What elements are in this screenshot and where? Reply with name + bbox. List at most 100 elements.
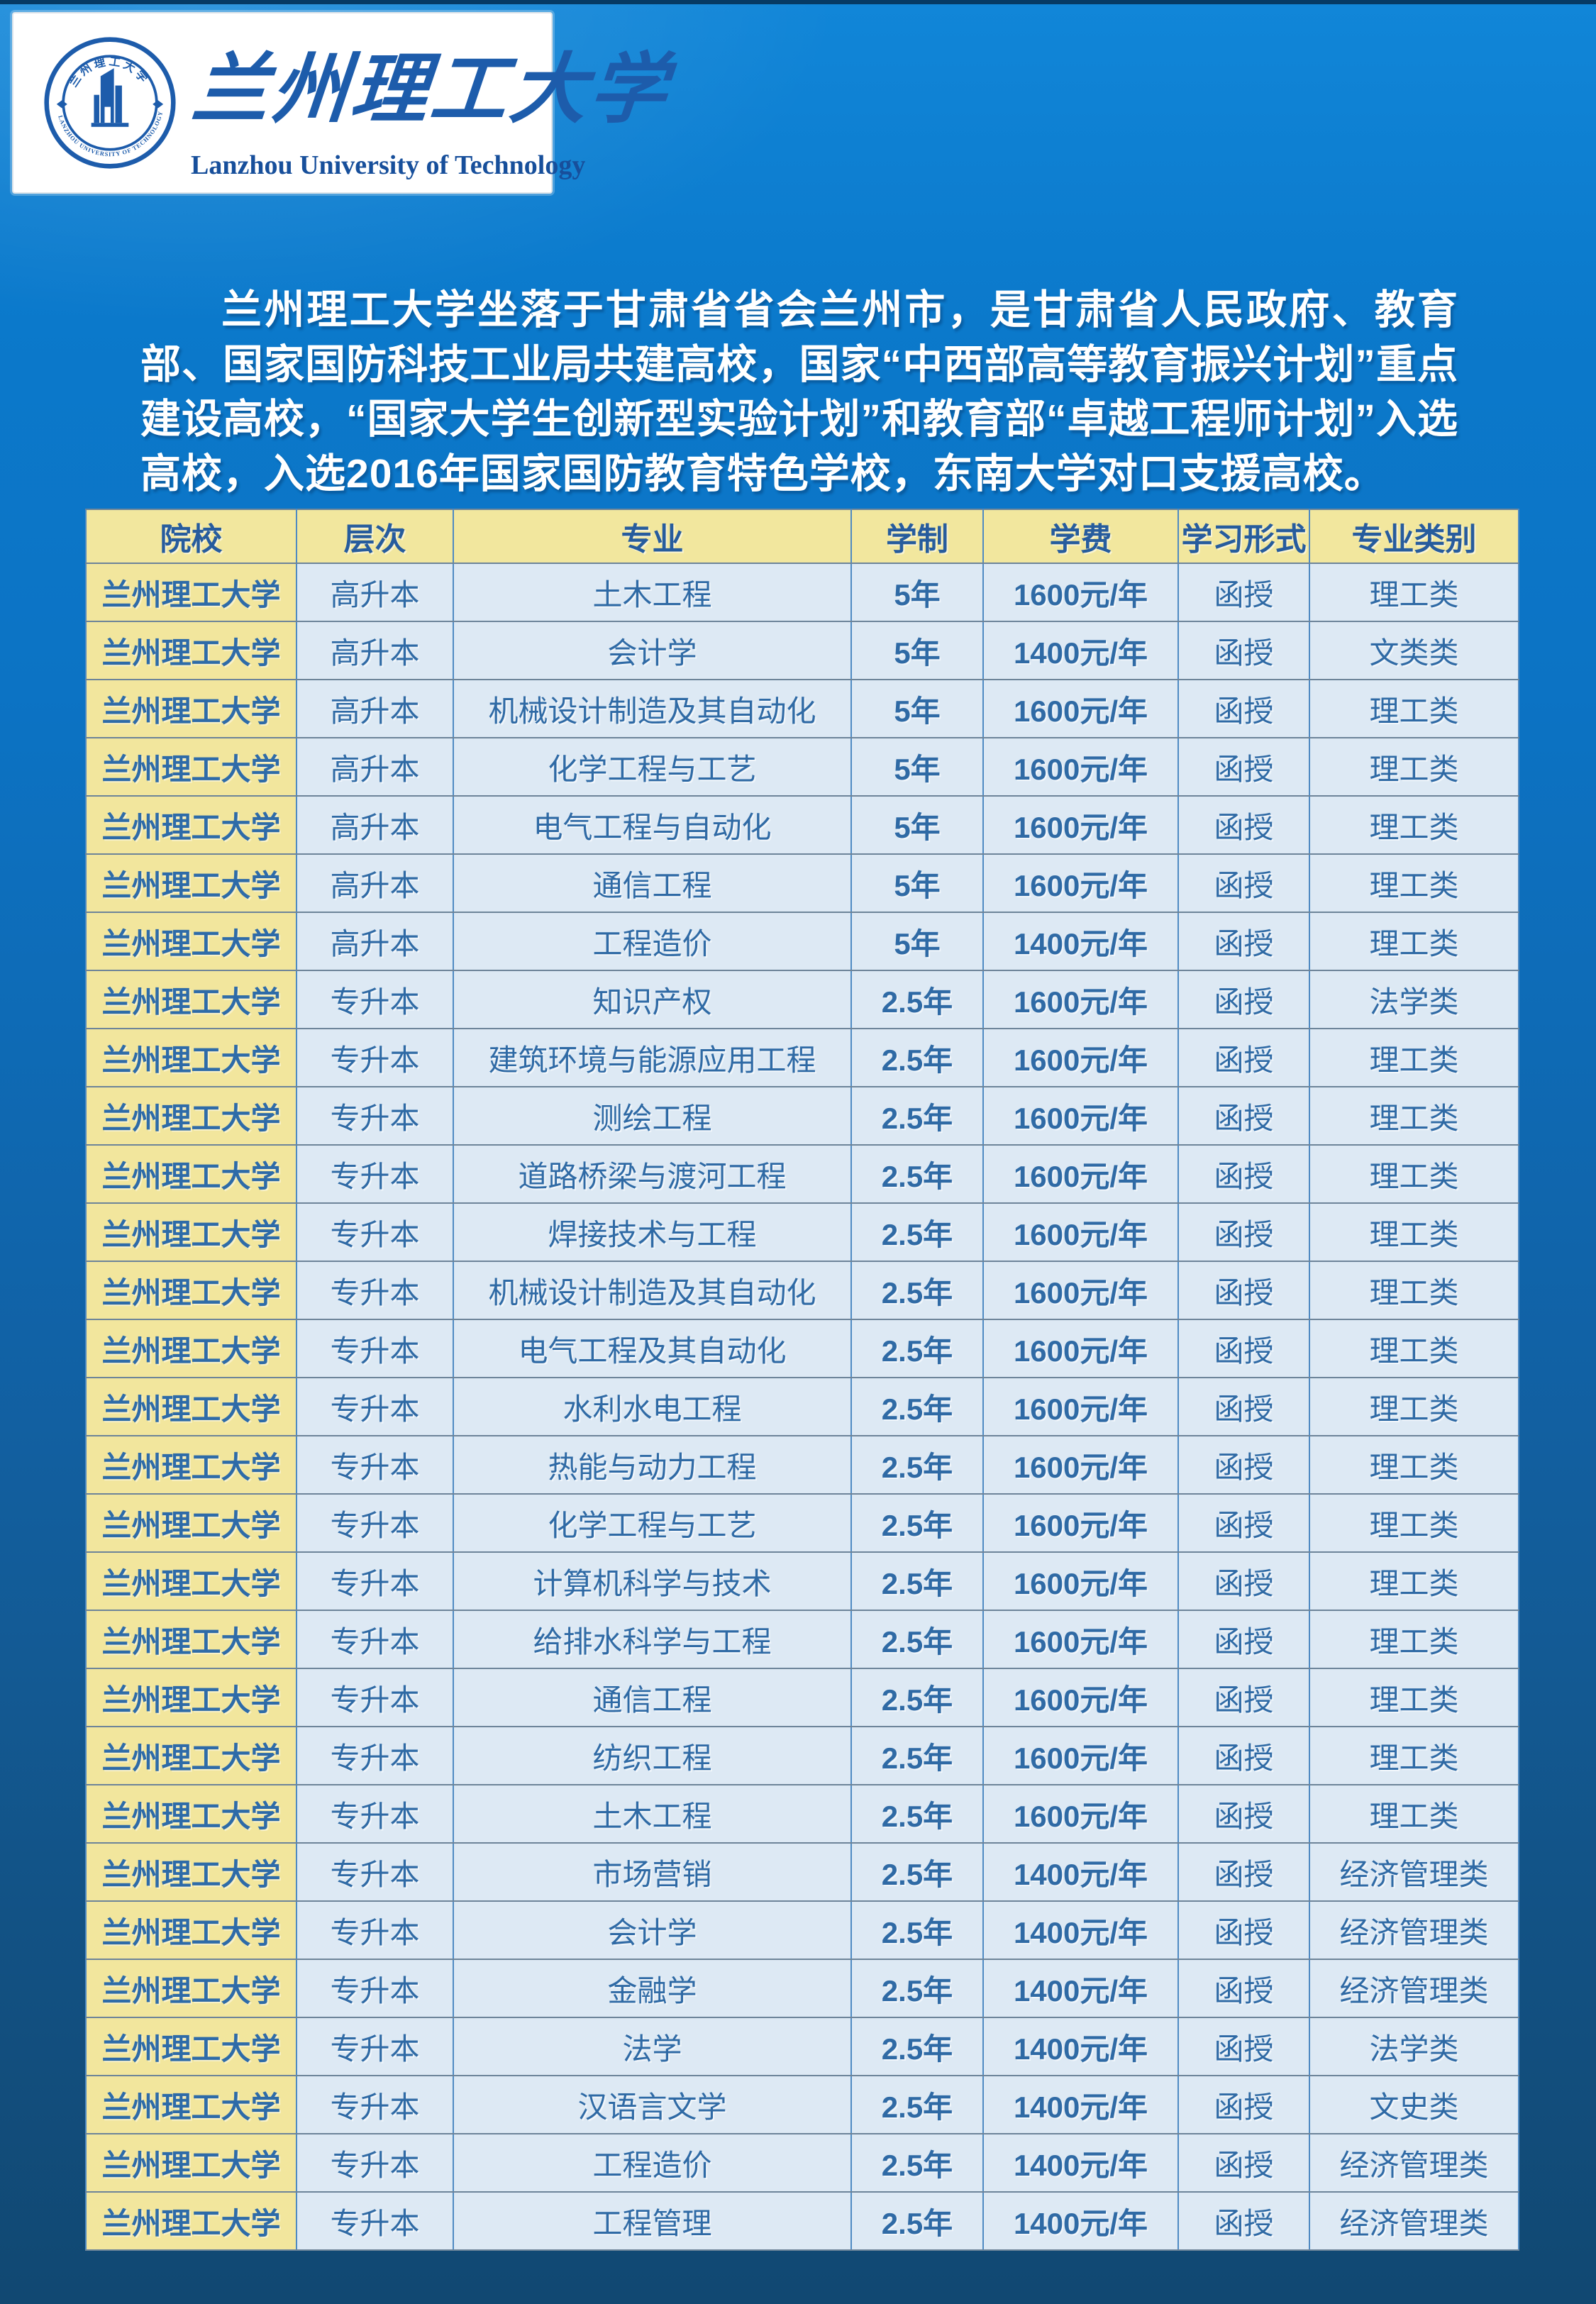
table-row: 兰州理工大学 专升本 给排水科学与工程 2.5年 1600元/年 函授 理工类 xyxy=(85,1610,1519,1669)
category-cell: 理工类 xyxy=(1309,563,1519,622)
form-cell: 函授 xyxy=(1177,2017,1310,2076)
level-cell: 高升本 xyxy=(296,853,454,913)
category-cell: 理工类 xyxy=(1309,737,1519,797)
category-cell: 法学类 xyxy=(1309,2017,1519,2076)
tuition-cell: 1600元/年 xyxy=(982,1435,1179,1495)
school-cell: 兰州理工大学 xyxy=(85,1726,297,1785)
major-cell: 化学工程与工艺 xyxy=(453,1493,852,1553)
table-row: 兰州理工大学 高升本 会计学 5年 1400元/年 函授 文类类 xyxy=(85,621,1519,680)
major-cell: 道路桥梁与渡河工程 xyxy=(453,1144,852,1204)
level-cell: 专升本 xyxy=(296,1435,454,1495)
level-cell: 高升本 xyxy=(296,563,454,622)
university-logo-plaque: 兰州理工大学 LANZHOU UNIVERSITY OF TECHNOLOGY … xyxy=(12,12,672,194)
duration-cell: 2.5年 xyxy=(850,1784,984,1844)
tuition-cell: 1600元/年 xyxy=(982,1319,1179,1378)
category-cell: 理工类 xyxy=(1309,912,1519,971)
duration-cell: 2.5年 xyxy=(850,1377,984,1436)
table-row: 兰州理工大学 专升本 工程管理 2.5年 1400元/年 函授 经济管理类 xyxy=(85,2191,1519,2251)
category-cell: 经济管理类 xyxy=(1309,1959,1519,2018)
level-cell: 专升本 xyxy=(296,1668,454,1727)
school-cell: 兰州理工大学 xyxy=(85,1668,297,1727)
school-cell: 兰州理工大学 xyxy=(85,1610,297,1669)
category-cell: 文类类 xyxy=(1309,621,1519,680)
major-cell: 汉语言文学 xyxy=(453,2075,852,2134)
tuition-cell: 1400元/年 xyxy=(982,2133,1179,2193)
category-cell: 理工类 xyxy=(1309,1726,1519,1785)
tuition-cell: 1600元/年 xyxy=(982,1784,1179,1844)
duration-cell: 2.5年 xyxy=(850,1610,984,1669)
major-cell: 会计学 xyxy=(453,621,852,680)
duration-cell: 2.5年 xyxy=(850,2133,984,2193)
table-row: 兰州理工大学 专升本 汉语言文学 2.5年 1400元/年 函授 文史类 xyxy=(85,2075,1519,2134)
table-row: 兰州理工大学 高升本 电气工程与自动化 5年 1600元/年 函授 理工类 xyxy=(85,795,1519,855)
form-cell: 函授 xyxy=(1177,1202,1310,1262)
table-row: 兰州理工大学 专升本 土木工程 2.5年 1600元/年 函授 理工类 xyxy=(85,1784,1519,1844)
school-cell: 兰州理工大学 xyxy=(85,2133,297,2193)
tuition-cell: 1600元/年 xyxy=(982,1668,1179,1727)
form-cell: 函授 xyxy=(1177,970,1310,1029)
tuition-cell: 1400元/年 xyxy=(982,621,1179,680)
duration-cell: 2.5年 xyxy=(850,2017,984,2076)
school-cell: 兰州理工大学 xyxy=(85,1959,297,2018)
school-cell: 兰州理工大学 xyxy=(85,1028,297,1087)
form-cell: 函授 xyxy=(1177,1261,1310,1320)
school-cell: 兰州理工大学 xyxy=(85,1842,297,1902)
school-cell: 兰州理工大学 xyxy=(85,621,297,680)
category-cell: 理工类 xyxy=(1309,1261,1519,1320)
table-row: 兰州理工大学 专升本 建筑环境与能源应用工程 2.5年 1600元/年 函授 理工类 xyxy=(85,1028,1519,1087)
school-cell: 兰州理工大学 xyxy=(85,1319,297,1378)
form-cell: 函授 xyxy=(1177,1959,1310,2018)
duration-cell: 2.5年 xyxy=(850,1028,984,1087)
major-cell: 纺织工程 xyxy=(453,1726,852,1785)
category-cell: 经济管理类 xyxy=(1309,1842,1519,1902)
admissions-table-wrap: 院校 层次 专业 学制 学费 学习形式 专业类别 兰州理工大学 高升本 土木工程 5年… xyxy=(85,509,1519,2251)
table-row: 兰州理工大学 高升本 通信工程 5年 1600元/年 函授 理工类 xyxy=(85,853,1519,913)
category-cell: 理工类 xyxy=(1309,1028,1519,1087)
category-cell: 理工类 xyxy=(1309,1086,1519,1146)
form-cell: 函授 xyxy=(1177,1319,1310,1378)
form-cell: 函授 xyxy=(1177,912,1310,971)
duration-cell: 2.5年 xyxy=(850,970,984,1029)
major-cell: 给排水科学与工程 xyxy=(453,1610,852,1669)
form-cell: 函授 xyxy=(1177,737,1310,797)
tuition-cell: 1600元/年 xyxy=(982,1261,1179,1320)
table-row: 兰州理工大学 专升本 金融学 2.5年 1400元/年 函授 经济管理类 xyxy=(85,1959,1519,2018)
seal-left-diamond xyxy=(56,100,67,109)
tuition-cell: 1600元/年 xyxy=(982,1028,1179,1087)
duration-cell: 5年 xyxy=(850,563,984,622)
table-row: 兰州理工大学 专升本 水利水电工程 2.5年 1600元/年 函授 理工类 xyxy=(85,1377,1519,1436)
form-cell: 函授 xyxy=(1177,1435,1310,1495)
level-cell: 专升本 xyxy=(296,1086,454,1146)
category-cell: 经济管理类 xyxy=(1309,1900,1519,1960)
major-cell: 工程造价 xyxy=(453,2133,852,2193)
tuition-cell: 1600元/年 xyxy=(982,853,1179,913)
table-row: 兰州理工大学 专升本 市场营销 2.5年 1400元/年 函授 经济管理类 xyxy=(85,1842,1519,1902)
university-name-cn: 兰州理工大学 xyxy=(188,48,673,133)
level-cell: 专升本 xyxy=(296,2075,454,2134)
major-cell: 市场营销 xyxy=(453,1842,852,1902)
school-cell: 兰州理工大学 xyxy=(85,1551,297,1611)
table-row: 兰州理工大学 高升本 化学工程与工艺 5年 1600元/年 函授 理工类 xyxy=(85,737,1519,797)
category-cell: 法学类 xyxy=(1309,970,1519,1029)
category-cell: 理工类 xyxy=(1309,679,1519,738)
category-cell: 理工类 xyxy=(1309,1784,1519,1844)
table-row: 兰州理工大学 高升本 机械设计制造及其自动化 5年 1600元/年 函授 理工类 xyxy=(85,679,1519,738)
table-body: 兰州理工大学 高升本 土木工程 5年 1600元/年 函授 理工类 兰州理工大学 高升本 会计学 5… xyxy=(85,563,1519,2251)
level-cell: 专升本 xyxy=(296,1493,454,1553)
school-cell: 兰州理工大学 xyxy=(85,1144,297,1204)
duration-cell: 2.5年 xyxy=(850,1493,984,1553)
table-row: 兰州理工大学 专升本 机械设计制造及其自动化 2.5年 1600元/年 函授 理工类 xyxy=(85,1261,1519,1320)
school-cell: 兰州理工大学 xyxy=(85,1377,297,1436)
category-cell: 理工类 xyxy=(1309,853,1519,913)
category-cell: 文史类 xyxy=(1309,2075,1519,2134)
tuition-cell: 1600元/年 xyxy=(982,1551,1179,1611)
school-cell: 兰州理工大学 xyxy=(85,1086,297,1146)
tuition-cell: 1600元/年 xyxy=(982,1144,1179,1204)
university-seal-icon: 兰州理工大学 LANZHOU UNIVERSITY OF TECHNOLOGY xyxy=(44,37,176,169)
form-cell: 函授 xyxy=(1177,1784,1310,1844)
tuition-cell: 1600元/年 xyxy=(982,795,1179,855)
category-cell: 理工类 xyxy=(1309,1202,1519,1262)
major-cell: 会计学 xyxy=(453,1900,852,1960)
school-cell: 兰州理工大学 xyxy=(85,1493,297,1553)
duration-cell: 2.5年 xyxy=(850,1261,984,1320)
